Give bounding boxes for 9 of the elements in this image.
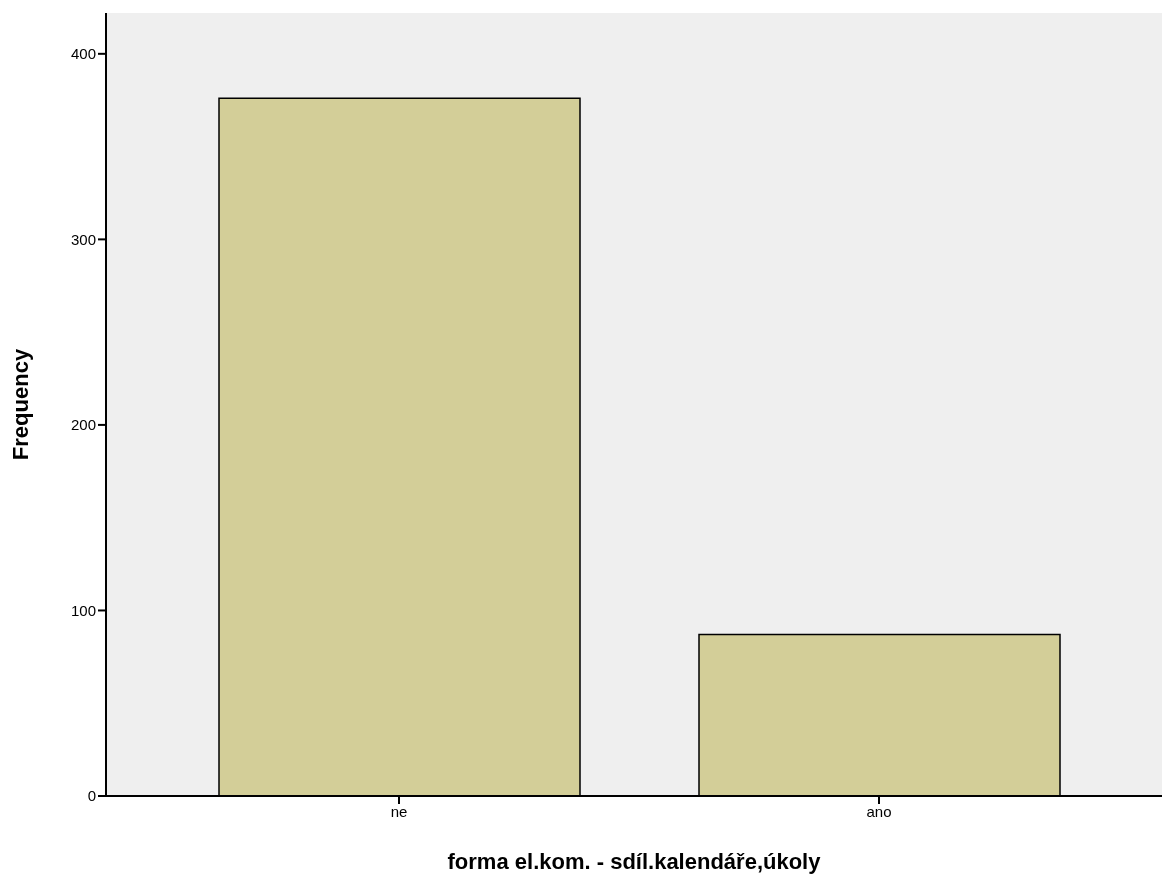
x-tick-label: ne [390, 802, 408, 820]
x-tick-label: ano [866, 802, 892, 820]
y-tick-label: 200 [70, 416, 96, 434]
x-axis-title: forma el.kom. - sdíl.kalendáře,úkoly [447, 849, 822, 874]
y-tick-label: 100 [70, 601, 96, 619]
y-axis-title: Frequency [7, 348, 33, 461]
y-tick-label: 300 [70, 230, 96, 248]
y-tick-label: 400 [70, 45, 96, 63]
y-tick-label: 0 [87, 787, 96, 805]
